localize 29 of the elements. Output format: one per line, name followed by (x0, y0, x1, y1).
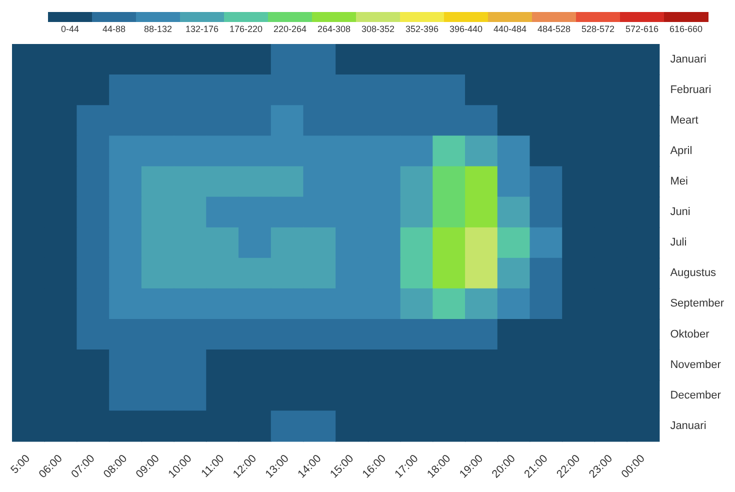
y-tick-label: Oktober (670, 328, 710, 340)
y-tick-label: September (670, 298, 724, 310)
color-bar-label: 440-484 (493, 24, 527, 34)
y-tick-label: April (670, 144, 692, 157)
color-bar-label: 308-352 (361, 24, 395, 34)
y-tick-label: Augustus (670, 267, 717, 280)
color-bar-label: 484-528 (537, 24, 571, 34)
color-bar-label: 572-616 (625, 24, 659, 34)
color-bar-label: 44-88 (102, 24, 126, 34)
y-tick-label: Mei (670, 176, 688, 188)
y-tick-label: Meart (670, 114, 698, 126)
color-bar-label: 352-396 (405, 24, 439, 34)
color-bar-label: 0-44 (60, 24, 80, 34)
y-tick-label: Januari (670, 53, 706, 66)
color-bar-label: 132-176 (185, 24, 219, 34)
color-bar-label: 220-264 (273, 24, 307, 34)
x-tick-label: 5:00 (8, 452, 32, 476)
color-bar-label: 396-440 (449, 24, 483, 34)
color-bar-label: 88-132 (144, 24, 172, 34)
color-bar-label: 528-572 (581, 24, 615, 34)
y-tick-label: November (670, 358, 722, 371)
y-tick-label: Juli (670, 236, 687, 249)
color-bar-label: 176-220 (229, 24, 263, 34)
y-tick-label: Juni (670, 206, 690, 218)
y-tick-label: December (670, 389, 722, 402)
y-tick-label: Januari (670, 420, 706, 432)
color-bar-label: 264-308 (317, 24, 351, 34)
y-tick-label: Februari (670, 84, 712, 96)
color-bar-label: 616-660 (669, 24, 703, 34)
